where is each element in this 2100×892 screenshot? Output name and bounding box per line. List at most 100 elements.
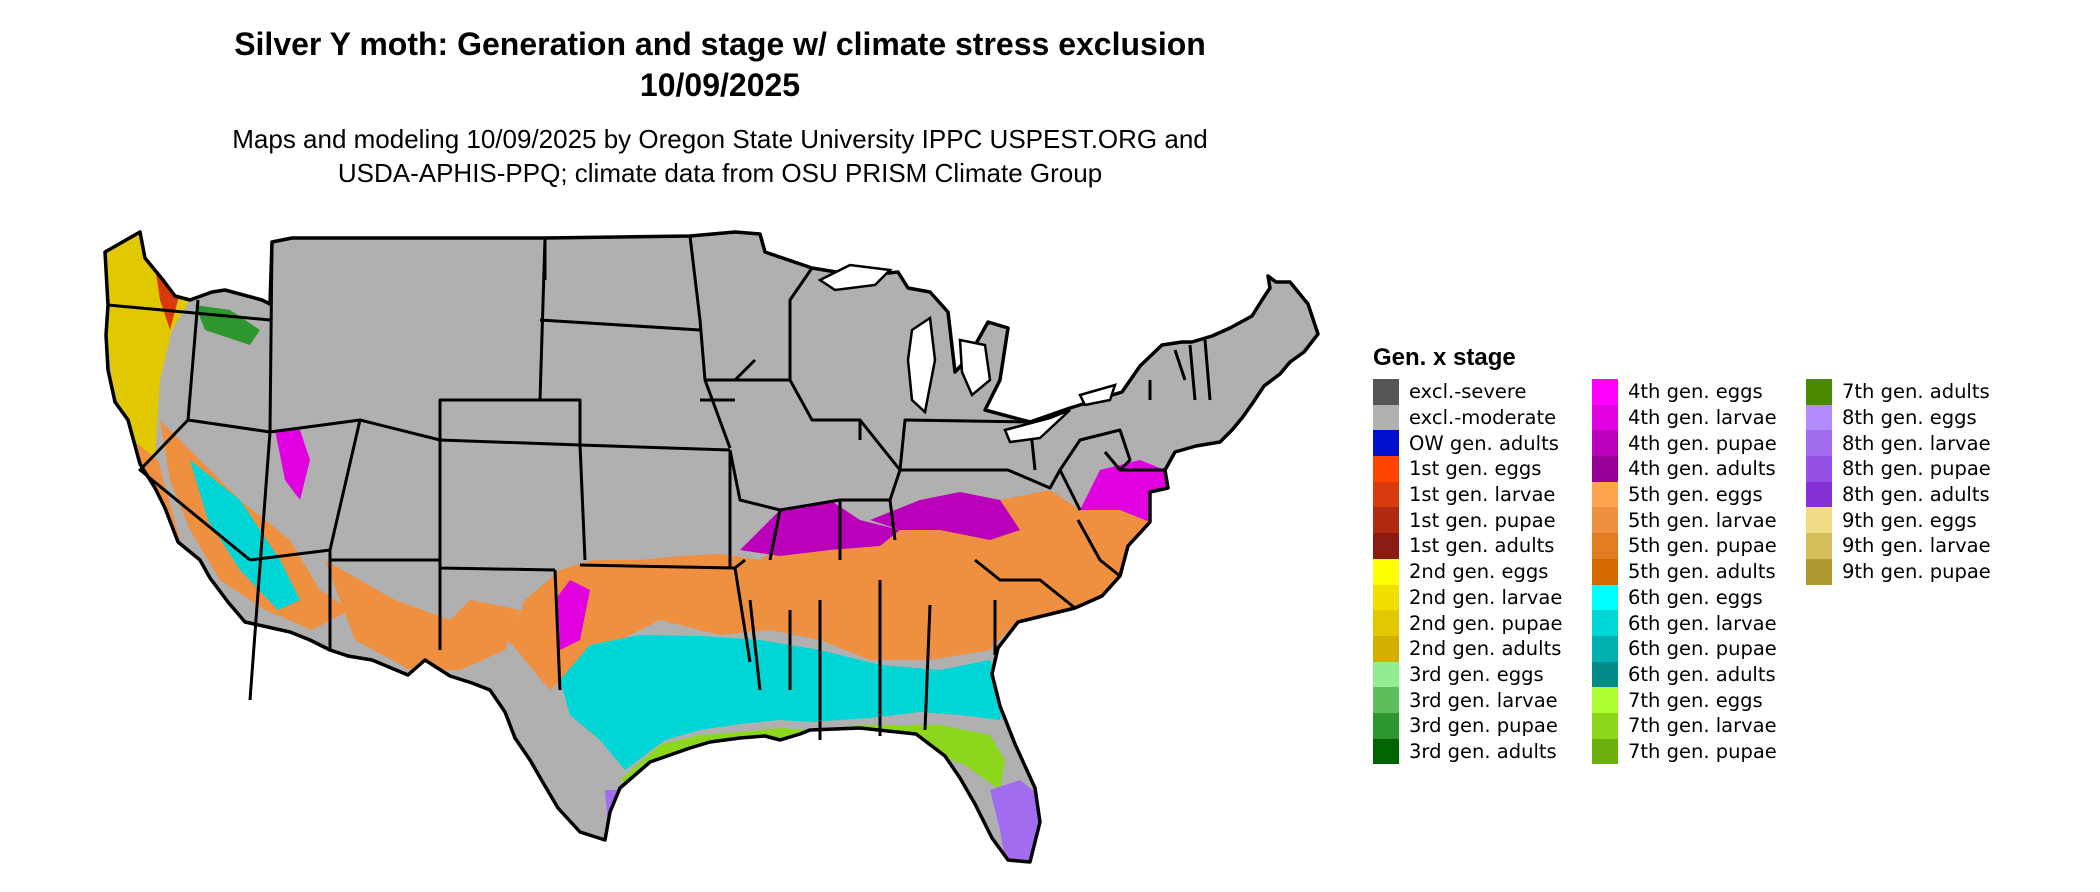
lake-michigan [906, 315, 937, 415]
map-title-line-1: Silver Y moth: Generation and stage w/ c… [234, 26, 1206, 62]
legend-swatch [1592, 456, 1618, 482]
legend-swatch [1373, 661, 1399, 688]
legend-item: 8th gen. larvae [1806, 430, 1991, 457]
legend-swatch [1592, 558, 1618, 585]
legend-swatch [1806, 481, 1832, 508]
legend-swatch [1592, 481, 1618, 508]
legend-item: 8th gen. eggs [1806, 404, 1991, 431]
map-title-date: 10/09/2025 [639, 67, 801, 103]
legend-label: 1st gen. larvae [1409, 483, 1556, 507]
legend-label: 5th gen. adults [1628, 560, 1776, 584]
legend-label: 6th gen. eggs [1628, 585, 1763, 609]
legend-swatch [1592, 379, 1618, 405]
legend-label: 5th gen. pupae [1628, 534, 1777, 558]
legend-label: 8th gen. eggs [1842, 406, 1977, 430]
legend-label: 7th gen. pupae [1628, 739, 1777, 763]
legend-item: 4th gen. eggs [1592, 379, 1777, 405]
legend-item: 9th gen. larvae [1806, 533, 1991, 559]
legend-swatch [1806, 558, 1832, 585]
legend-item: 7th gen. adults [1806, 379, 1991, 405]
legend-item: 3rd gen. pupae [1373, 712, 1563, 739]
legend-label: 9th gen. larvae [1842, 534, 1991, 558]
legend-item: 6th gen. eggs [1592, 584, 1777, 611]
legend-swatch [1592, 712, 1618, 739]
legend-item: 5th gen. eggs [1592, 481, 1777, 508]
legend-label: 6th gen. pupae [1628, 637, 1777, 661]
legend-label: 1st gen. pupae [1409, 508, 1556, 532]
legend-swatch [1592, 584, 1618, 611]
lake-superior [817, 263, 893, 292]
legend-swatch [1806, 430, 1832, 457]
legend-item: 4th gen. pupae [1592, 430, 1777, 457]
legend-swatch [1592, 533, 1618, 559]
legend-item: 2nd gen. larvae [1373, 584, 1563, 611]
legend-swatch [1373, 738, 1399, 765]
legend-swatch [1373, 481, 1399, 508]
legend-item: OW gen. adults [1373, 430, 1563, 457]
legend-label: excl.-severe [1409, 380, 1527, 404]
legend-item: 7th gen. larvae [1592, 712, 1777, 739]
legend-swatch [1373, 507, 1399, 534]
legend-swatch [1373, 584, 1399, 611]
legend-swatch [1592, 635, 1618, 662]
legend-item: 5th gen. pupae [1592, 533, 1777, 559]
legend-item: 8th gen. adults [1806, 481, 1991, 508]
legend-swatch [1373, 558, 1399, 585]
legend-item: 1st gen. eggs [1373, 456, 1563, 482]
legend-swatch [1373, 533, 1399, 559]
legend-label: 2nd gen. adults [1409, 637, 1562, 661]
legend-label: 1st gen. eggs [1409, 457, 1542, 481]
legend-swatch [1592, 687, 1618, 713]
legend-item: 1st gen. larvae [1373, 481, 1563, 508]
generation-stage-regions [105, 232, 1318, 862]
great-lakes [817, 263, 1117, 444]
legend-label: 1st gen. adults [1409, 534, 1555, 558]
legend-label: 3rd gen. pupae [1409, 714, 1558, 738]
legend-item: 9th gen. pupae [1806, 558, 1991, 585]
legend-label: 3rd gen. larvae [1409, 688, 1558, 712]
lake-erie [1003, 408, 1071, 444]
legend-item: 4th gen. adults [1592, 456, 1777, 482]
legend-swatch [1592, 610, 1618, 636]
legend-item: 1st gen. adults [1373, 533, 1563, 559]
legend-label: 8th gen. larvae [1842, 431, 1991, 455]
legend-swatch [1806, 379, 1832, 405]
legend-label: 9th gen. eggs [1842, 508, 1977, 532]
legend-label: 4th gen. eggs [1628, 380, 1763, 404]
map-subtitle-line-1: Maps and modeling 10/09/2025 by Oregon S… [232, 124, 1208, 154]
legend-column-1: excl.-severe excl.-moderate OW gen. adults… [1373, 379, 1563, 765]
legend-label: 7th gen. eggs [1628, 688, 1763, 712]
legend-swatch [1806, 404, 1832, 431]
legend-swatch [1373, 430, 1399, 457]
legend-item: excl.-moderate [1373, 404, 1563, 431]
legend-item: 9th gen. eggs [1806, 507, 1991, 534]
map-title: Silver Y moth: Generation and stage w/ c… [140, 24, 1300, 106]
legend-item: 6th gen. adults [1592, 661, 1777, 688]
legend-label: 6th gen. larvae [1628, 611, 1777, 635]
legend-label: 4th gen. adults [1628, 457, 1776, 481]
legend-swatch [1373, 687, 1399, 713]
legend-item: 6th gen. pupae [1592, 635, 1777, 662]
legend-swatch [1373, 404, 1399, 431]
legend-label: 5th gen. larvae [1628, 508, 1777, 532]
legend-item: 2nd gen. adults [1373, 635, 1563, 662]
legend-label: excl.-moderate [1409, 406, 1557, 430]
legend-swatch [1592, 507, 1618, 534]
legend-item: 3rd gen. eggs [1373, 661, 1563, 688]
legend-item: 5th gen. adults [1592, 558, 1777, 585]
legend-label: 8th gen. pupae [1842, 457, 1991, 481]
legend-item: 8th gen. pupae [1806, 456, 1991, 482]
legend-swatch [1806, 456, 1832, 482]
map-subtitle-line-2: USDA-APHIS-PPQ; climate data from OSU PR… [337, 158, 1103, 188]
legend-item: 3rd gen. adults [1373, 738, 1563, 765]
legend-swatch [1806, 533, 1832, 559]
legend-swatch [1592, 430, 1618, 457]
legend-label: OW gen. adults [1409, 431, 1559, 455]
legend-item: 2nd gen. pupae [1373, 610, 1563, 636]
legend-swatch [1806, 507, 1832, 534]
legend-label: 9th gen. pupae [1842, 560, 1991, 584]
legend-swatch [1373, 610, 1399, 636]
legend-label: 2nd gen. pupae [1409, 611, 1563, 635]
legend-label: 6th gen. adults [1628, 662, 1776, 686]
